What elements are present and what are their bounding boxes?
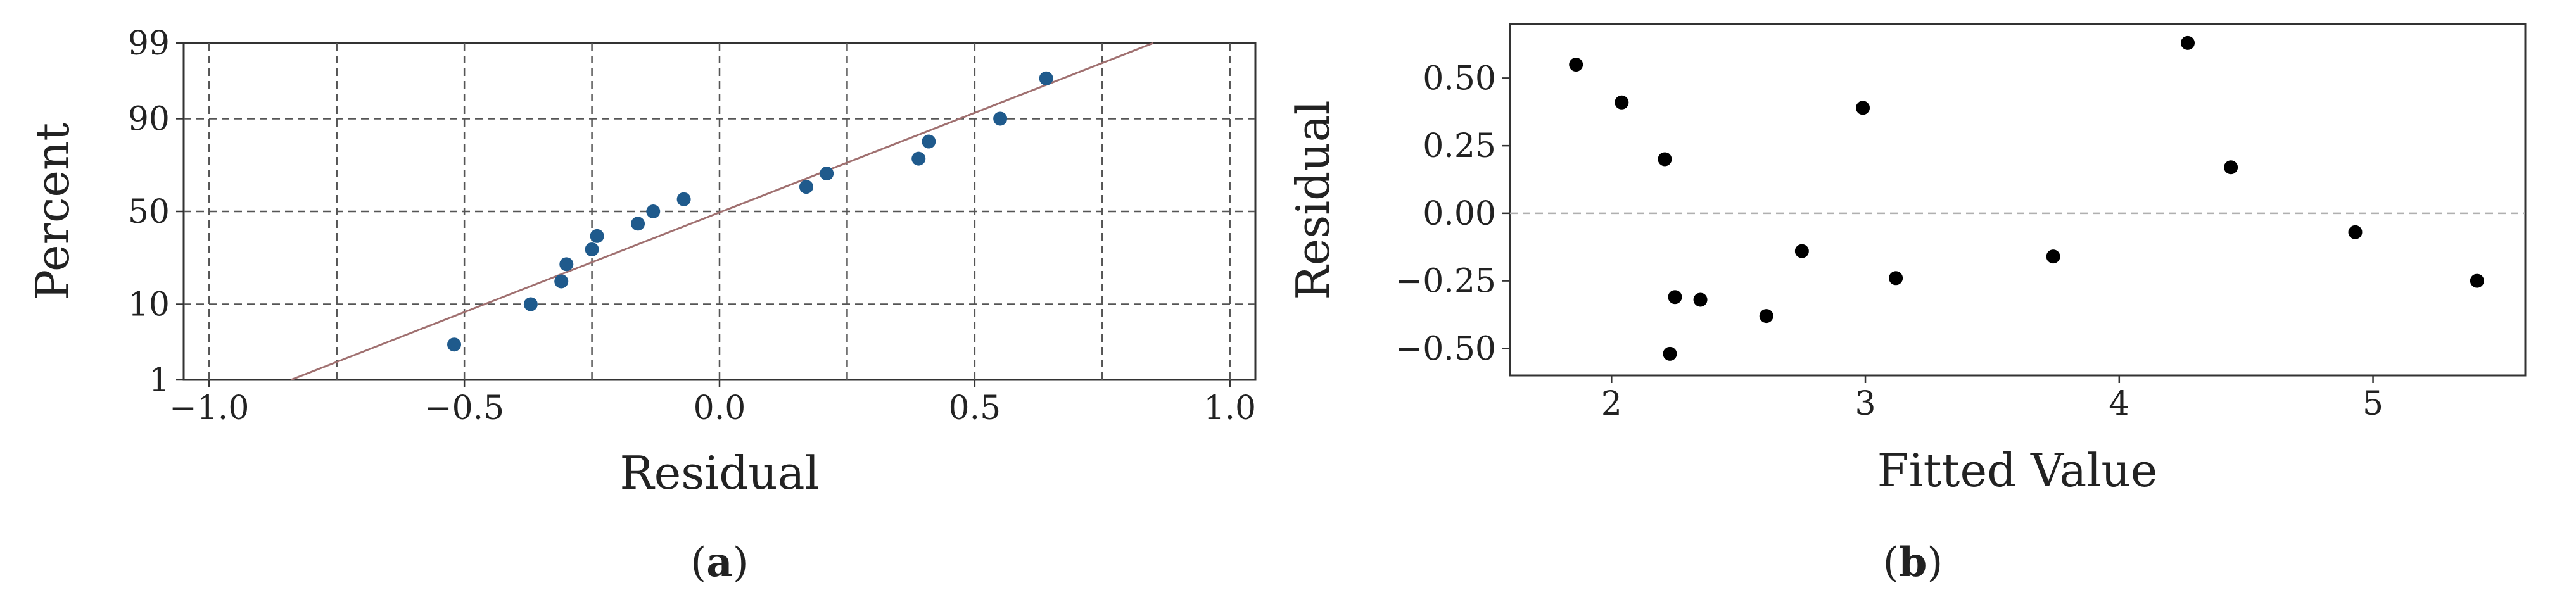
residual-vs-fitted-frame (1509, 23, 2527, 377)
probability-point (585, 242, 599, 256)
probability-plot-x-tick-label: 0.0 (694, 389, 746, 427)
residual-vs-fitted-x-tick-label: 3 (1855, 385, 1876, 423)
residual-vs-fitted-y-tick-label: −0.25 (1395, 263, 1496, 301)
residual-vs-fitted-y-tick-label: 0.25 (1423, 127, 1496, 165)
residual-point (1794, 244, 1809, 258)
probability-plot-y-tick-label: 50 (128, 193, 170, 231)
residual-point (2348, 225, 2363, 239)
probability-point (1039, 71, 1053, 85)
residual-point (1663, 346, 1677, 361)
residual-point (2181, 35, 2195, 50)
residual-vs-fitted-x-tick-label: 2 (1601, 385, 1622, 423)
residual-vs-fitted-marks (1510, 35, 2525, 361)
probability-plot-marks (290, 42, 1154, 381)
probability-point (631, 217, 645, 231)
probability-plot-x-tick-label: 0.5 (949, 389, 1001, 427)
residual-point (1889, 271, 1903, 286)
probability-plot-y-tick-label: 90 (128, 100, 170, 138)
probability-plot-x-tick-label: −0.5 (424, 389, 504, 427)
probability-point (523, 297, 538, 311)
probability-point (676, 192, 691, 206)
residual-point (1759, 309, 1773, 324)
residual-vs-fitted-ticks: 2 3 4 5 −0.50 −0.25 0.00 0.25 0.50 (1395, 60, 2383, 423)
residual-point (2046, 249, 2060, 264)
residual-vs-fitted-x-tick-label: 5 (2363, 385, 2383, 423)
probability-plot-y-tick-label: 1 (149, 361, 170, 399)
residual-point (1658, 152, 1672, 167)
probability-point (922, 134, 936, 149)
residual-point (2470, 273, 2484, 288)
probability-point (559, 257, 574, 272)
residual-point (1615, 95, 1629, 110)
probability-point (646, 204, 661, 218)
residual-vs-fitted-y-axis-label: Residual (1286, 100, 1340, 299)
caption-a-letter: a (706, 539, 732, 586)
probability-point (590, 229, 604, 243)
probability-point (993, 111, 1008, 126)
residual-point (1668, 290, 1682, 305)
probability-plot-y-tick-label: 99 (128, 25, 170, 63)
residual-vs-fitted-y-tick-label: 0.00 (1423, 195, 1496, 233)
probability-point (554, 274, 569, 289)
residual-vs-fitted-y-tick-label: −0.50 (1395, 330, 1496, 368)
probability-plot-panel: −1.0 −0.5 0.0 0.5 1.0 1 10 50 90 99 Residual Perc… (26, 25, 1257, 586)
probability-plot-y-axis-label: Percent (26, 123, 79, 301)
probability-plot-x-tick-label: −1.0 (169, 389, 249, 427)
caption-b: (b) (1883, 539, 1943, 586)
probability-reference-line (290, 42, 1154, 381)
probability-plot-y-tick-label: 10 (128, 286, 170, 324)
residual-point (2224, 160, 2238, 175)
probability-plot-ticks: −1.0 −0.5 0.0 0.5 1.0 1 10 50 90 99 (128, 25, 1256, 427)
residual-vs-fitted-x-axis-label: Fitted Value (1877, 444, 2158, 497)
residual-vs-fitted-panel: 2 3 4 5−0.50−0.250.000.250.50 Fitted Value … (1286, 23, 2527, 586)
residual-point (1569, 58, 1583, 72)
caption-a: (a) (690, 539, 748, 586)
probability-point (447, 337, 462, 352)
probability-plot-x-axis-label: Residual (619, 446, 819, 500)
caption-b-letter: b (1899, 539, 1927, 586)
probability-point (799, 180, 813, 194)
residual-point (1856, 101, 1870, 115)
probability-plot-x-tick-label: 1.0 (1203, 389, 1256, 427)
residual-vs-fitted-x-tick-label: 4 (2109, 385, 2129, 423)
probability-point (911, 151, 926, 166)
residual-point (1693, 292, 1708, 307)
probability-point (820, 167, 834, 181)
residual-vs-fitted-y-tick-label: 0.50 (1423, 60, 1496, 97)
